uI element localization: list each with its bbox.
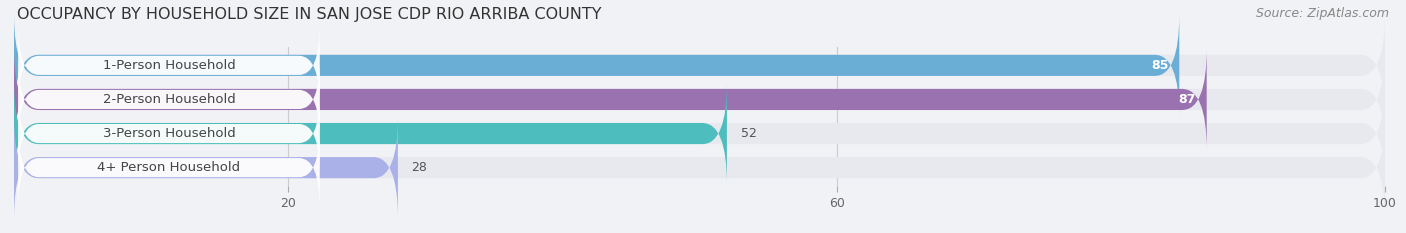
FancyBboxPatch shape: [18, 126, 319, 209]
Text: 28: 28: [412, 161, 427, 174]
FancyBboxPatch shape: [14, 49, 1206, 150]
FancyBboxPatch shape: [18, 24, 319, 107]
Text: Source: ZipAtlas.com: Source: ZipAtlas.com: [1256, 7, 1389, 20]
Text: 52: 52: [741, 127, 756, 140]
Text: 2-Person Household: 2-Person Household: [103, 93, 235, 106]
FancyBboxPatch shape: [18, 92, 319, 175]
FancyBboxPatch shape: [14, 14, 1180, 116]
FancyBboxPatch shape: [14, 49, 1385, 150]
Text: 3-Person Household: 3-Person Household: [103, 127, 235, 140]
FancyBboxPatch shape: [14, 14, 1385, 116]
Text: 87: 87: [1178, 93, 1195, 106]
Text: 1-Person Household: 1-Person Household: [103, 59, 235, 72]
FancyBboxPatch shape: [14, 83, 727, 184]
FancyBboxPatch shape: [18, 58, 319, 141]
Text: 4+ Person Household: 4+ Person Household: [97, 161, 240, 174]
FancyBboxPatch shape: [14, 117, 398, 219]
Text: OCCUPANCY BY HOUSEHOLD SIZE IN SAN JOSE CDP RIO ARRIBA COUNTY: OCCUPANCY BY HOUSEHOLD SIZE IN SAN JOSE …: [17, 7, 602, 22]
FancyBboxPatch shape: [14, 83, 1385, 184]
FancyBboxPatch shape: [14, 117, 1385, 219]
Text: 85: 85: [1152, 59, 1168, 72]
